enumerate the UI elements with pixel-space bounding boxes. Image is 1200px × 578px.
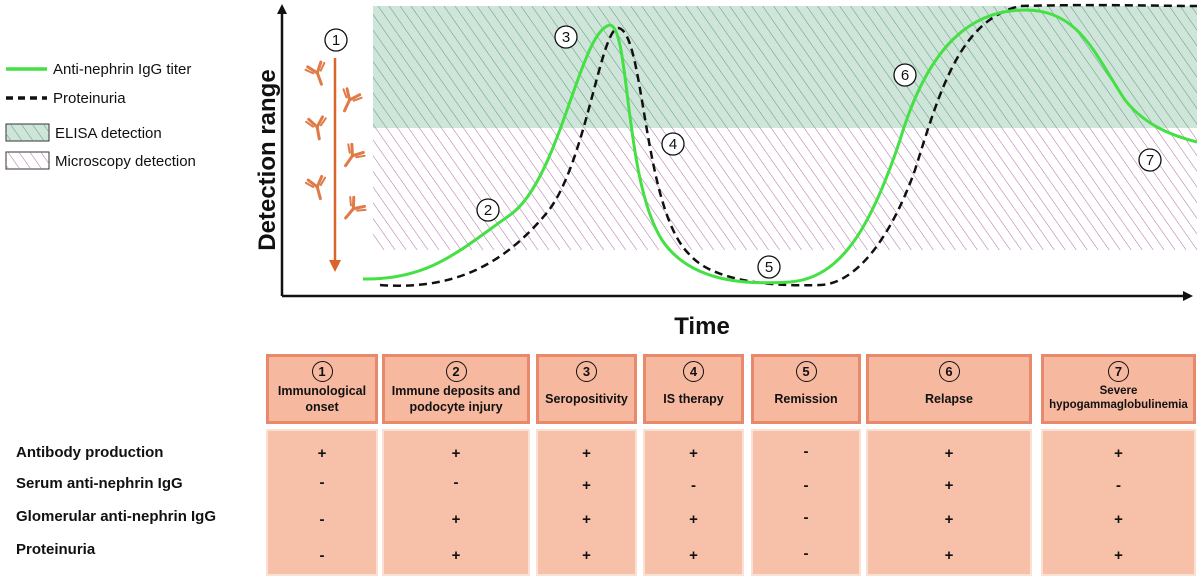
stage-1-number: 1 [311, 361, 333, 382]
stage-7-box: 7 Severe hypogammaglobulinemia [1041, 354, 1196, 424]
marker-1: 1 [324, 28, 348, 52]
value-cell: + [451, 445, 461, 462]
svg-text:3: 3 [562, 29, 570, 46]
marker-6: 6 [893, 63, 917, 87]
value-cell: + [944, 445, 954, 462]
value-cell: + [582, 445, 591, 462]
onset-arrowhead [329, 260, 341, 272]
stage-5-label: Remission [774, 392, 838, 406]
value-cell: + [317, 445, 327, 462]
value-cell: + [1114, 511, 1123, 528]
marker-7: 7 [1138, 148, 1162, 172]
value-cell: - [319, 511, 325, 528]
stage-5-number: 5 [795, 361, 817, 382]
svg-text:4: 4 [669, 136, 677, 153]
value-cell: + [451, 547, 461, 564]
stage-2-label: Immune deposits and podocyte injury [391, 384, 521, 414]
value-cell: - [803, 545, 809, 562]
value-cell: + [689, 511, 698, 528]
stage-1-box: 1 Immunological onset [266, 354, 378, 424]
stage-7-label: Severe hypogammaglobulinemia [1049, 385, 1188, 412]
stage-7-number: 7 [1108, 361, 1129, 382]
marker-3: 3 [554, 25, 578, 49]
value-cell: - [319, 474, 325, 491]
stage-6-label: Relapse [925, 392, 973, 406]
elisa-legend-label: ELISA detection [55, 125, 162, 142]
value-cell: + [689, 445, 698, 462]
microscopy-legend-label: Microscopy detection [55, 153, 196, 170]
marker-2: 2 [476, 198, 500, 222]
antibody-icon [303, 174, 332, 203]
stage-3-label: Seropositivity [545, 392, 628, 406]
antibody-icon [333, 86, 364, 117]
value-cell: - [691, 477, 696, 494]
stage-2-box: 2 Immune deposits and podocyte injury [382, 354, 530, 424]
value-cell: + [1114, 445, 1123, 462]
stage-4-label: IS therapy [663, 392, 724, 406]
value-cell: - [319, 547, 325, 564]
value-cell: - [453, 474, 459, 491]
stage-6-box: 6 Relapse [866, 354, 1032, 424]
value-cell: + [451, 511, 461, 528]
stage-6-number: 6 [938, 361, 960, 382]
stage-5-values: - - - - [751, 429, 861, 576]
stage-5-box: 5 Remission [751, 354, 861, 424]
stage-1-label: Immunological onset [277, 384, 367, 414]
value-cell: - [803, 443, 809, 460]
svg-text:6: 6 [901, 67, 909, 84]
stage-2-number: 2 [445, 361, 467, 382]
y-axis-label: Detection range [254, 69, 281, 250]
value-cell: + [944, 511, 954, 528]
stage-7-values: + - + + [1041, 429, 1196, 576]
legend: Anti-nephrin IgG titer Proteinuria ELISA… [5, 61, 196, 170]
x-axis-label: Time [674, 313, 730, 340]
stage-3-box: 3 Seropositivity [536, 354, 637, 424]
igg-legend-label: Anti-nephrin IgG titer [53, 61, 191, 78]
stage-3-values: + + + + [536, 429, 637, 576]
value-cell: + [1114, 547, 1123, 564]
stage-3-number: 3 [576, 361, 597, 382]
row-label-proteinuria: Proteinuria [16, 541, 96, 558]
igg-titer-curve [362, 8, 1198, 285]
value-cell: + [582, 477, 591, 494]
value-cell: + [944, 547, 954, 564]
antibody-icon [303, 59, 333, 90]
row-label-serum-igg: Serum anti-nephrin IgG [16, 475, 183, 492]
value-cell: - [1116, 477, 1121, 494]
value-cell: - [803, 477, 809, 494]
value-cell: + [689, 547, 698, 564]
antibody-icon [304, 114, 331, 143]
stage-2-values: + - + + [382, 429, 530, 576]
stage-4-box: 4 IS therapy [643, 354, 744, 424]
microscopy-detection-zone [373, 128, 1197, 250]
stage-6-values: + + + + [866, 429, 1032, 576]
antibody-icon [335, 141, 368, 173]
value-cell: + [944, 477, 954, 494]
marker-4: 4 [661, 132, 685, 156]
stage-1-values: + - - - [266, 429, 378, 576]
marker-5: 5 [757, 255, 781, 279]
stage-4-values: + - + + [643, 429, 744, 576]
svg-text:1: 1 [332, 32, 340, 49]
svg-text:7: 7 [1146, 152, 1154, 169]
value-cell: - [803, 509, 809, 526]
value-cell: + [582, 547, 591, 564]
stage-4-number: 4 [683, 361, 704, 382]
row-label-glomerular-igg: Glomerular anti-nephrin IgG [16, 508, 217, 525]
svg-text:2: 2 [484, 202, 492, 219]
svg-text:5: 5 [765, 259, 773, 276]
antibody-icon [336, 193, 369, 226]
value-cell: + [582, 511, 591, 528]
row-label-antibody-production: Antibody production [16, 444, 164, 461]
proteinuria-legend-label: Proteinuria [53, 90, 126, 107]
